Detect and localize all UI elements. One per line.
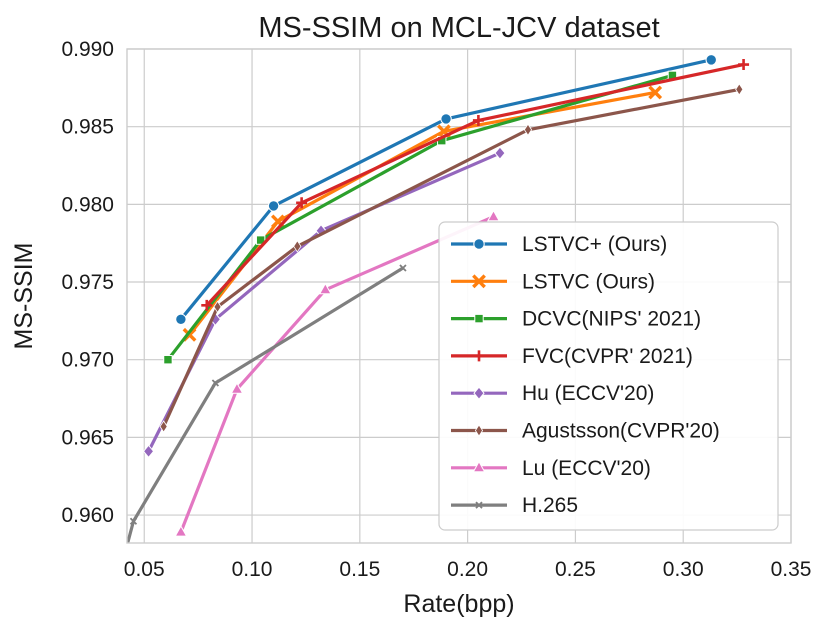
data-point	[440, 113, 452, 125]
tick-labels: 0.05 0.10 0.15 0.20 0.25 0.30 0.35 0.960 0.965 0.…	[61, 38, 811, 581]
legend-label: FVC(CVPR' 2021)	[522, 345, 693, 368]
legend-item: Lu (ECCV'20)	[451, 457, 651, 480]
data-point	[174, 525, 188, 537]
data-point	[159, 420, 168, 433]
data-point	[738, 59, 750, 71]
legend-marker	[475, 501, 483, 509]
data-point	[142, 444, 155, 459]
legend-marker	[473, 350, 485, 362]
legend-label: DCVC(NIPS' 2021)	[522, 308, 701, 331]
legend-marker	[472, 460, 486, 473]
legend-item: Agustsson(CVPR'20)	[451, 420, 720, 443]
series-line-lu-eccv-20	[179, 215, 495, 533]
series-lstvc-ours	[175, 54, 717, 326]
y-tick-label: 0.965	[61, 426, 114, 449]
legend: LSTVC+ (Ours) LSTVC (Ours) DCVC(NIPS' 2021…	[438, 221, 779, 531]
legend-label: Agustsson(CVPR'20)	[522, 420, 720, 443]
series-agustsson-cvpr-20	[159, 83, 744, 433]
data-point	[175, 313, 187, 326]
plot-frame	[126, 48, 792, 544]
data-point	[487, 209, 500, 222]
y-axis-label: MS-SSIM	[10, 243, 38, 350]
data-point	[472, 114, 484, 126]
data-point	[129, 517, 138, 525]
legend-item: DCVC(NIPS' 2021)	[451, 308, 701, 331]
series-fvc-cvpr-2021	[201, 59, 750, 311]
y-tick-label: 0.990	[61, 38, 114, 61]
legend-label: LSTVC (Ours)	[522, 270, 655, 293]
data-point	[523, 123, 533, 137]
y-tick-label: 0.975	[61, 271, 114, 294]
legend-box	[438, 221, 779, 531]
legend-item: Hu (ECCV'20)	[451, 382, 654, 405]
data-point	[230, 382, 244, 394]
y-tick-label: 0.985	[61, 116, 114, 139]
legend-label: Lu (ECCV'20)	[522, 457, 651, 480]
y-tick-label: 0.970	[61, 349, 114, 372]
series-line-h-265	[127, 266, 404, 543]
data-point	[648, 85, 663, 100]
x-tick-label: 0.25	[555, 558, 596, 581]
y-tick-label: 0.980	[61, 193, 114, 216]
y-tick-label: 0.960	[61, 504, 114, 527]
x-axis-label: Rate(bpp)	[403, 590, 514, 618]
series-lu-eccv-20	[174, 209, 500, 537]
legend-label: Hu (ECCV'20)	[522, 382, 654, 405]
legend-label: H.265	[522, 494, 578, 517]
legend-marker	[473, 386, 485, 400]
data-point	[255, 235, 266, 245]
x-tick-label: 0.20	[447, 558, 488, 581]
plot-series	[127, 54, 750, 543]
data-point	[293, 240, 302, 253]
data-point	[163, 354, 173, 365]
data-point	[211, 379, 220, 387]
x-tick-label: 0.15	[339, 558, 380, 581]
x-tick-label: 0.10	[232, 558, 273, 581]
legend-item: H.265	[451, 494, 578, 517]
series-line-dcvc-nips-2021	[166, 73, 673, 361]
data-point	[705, 54, 717, 66]
x-tick-label: 0.05	[124, 558, 165, 581]
series-h-265	[127, 264, 407, 543]
data-point	[318, 282, 332, 295]
legend-marker	[474, 313, 484, 324]
series-line-fvc-cvpr-2021	[205, 62, 744, 307]
data-point	[267, 200, 280, 212]
x-tick-label: 0.30	[663, 558, 704, 581]
x-tick-label: 0.35	[771, 558, 812, 581]
data-point	[494, 146, 506, 160]
legend-label: LSTVC+ (Ours)	[522, 233, 667, 256]
legend-marker	[473, 238, 485, 250]
legend-item: FVC(CVPR' 2021)	[451, 345, 693, 368]
legend-marker	[474, 424, 484, 437]
series-line-lstvc-ours	[179, 58, 712, 321]
legend-item: LSTVC (Ours)	[451, 270, 655, 293]
data-point	[213, 300, 222, 314]
data-point	[201, 299, 213, 311]
legend-marker	[472, 274, 486, 289]
legend-item: LSTVC+ (Ours)	[451, 233, 667, 256]
data-point	[735, 83, 744, 96]
data-point	[399, 264, 407, 272]
data-point	[296, 197, 308, 209]
chart-title: MS-SSIM on MCL-JCV dataset	[258, 12, 659, 44]
